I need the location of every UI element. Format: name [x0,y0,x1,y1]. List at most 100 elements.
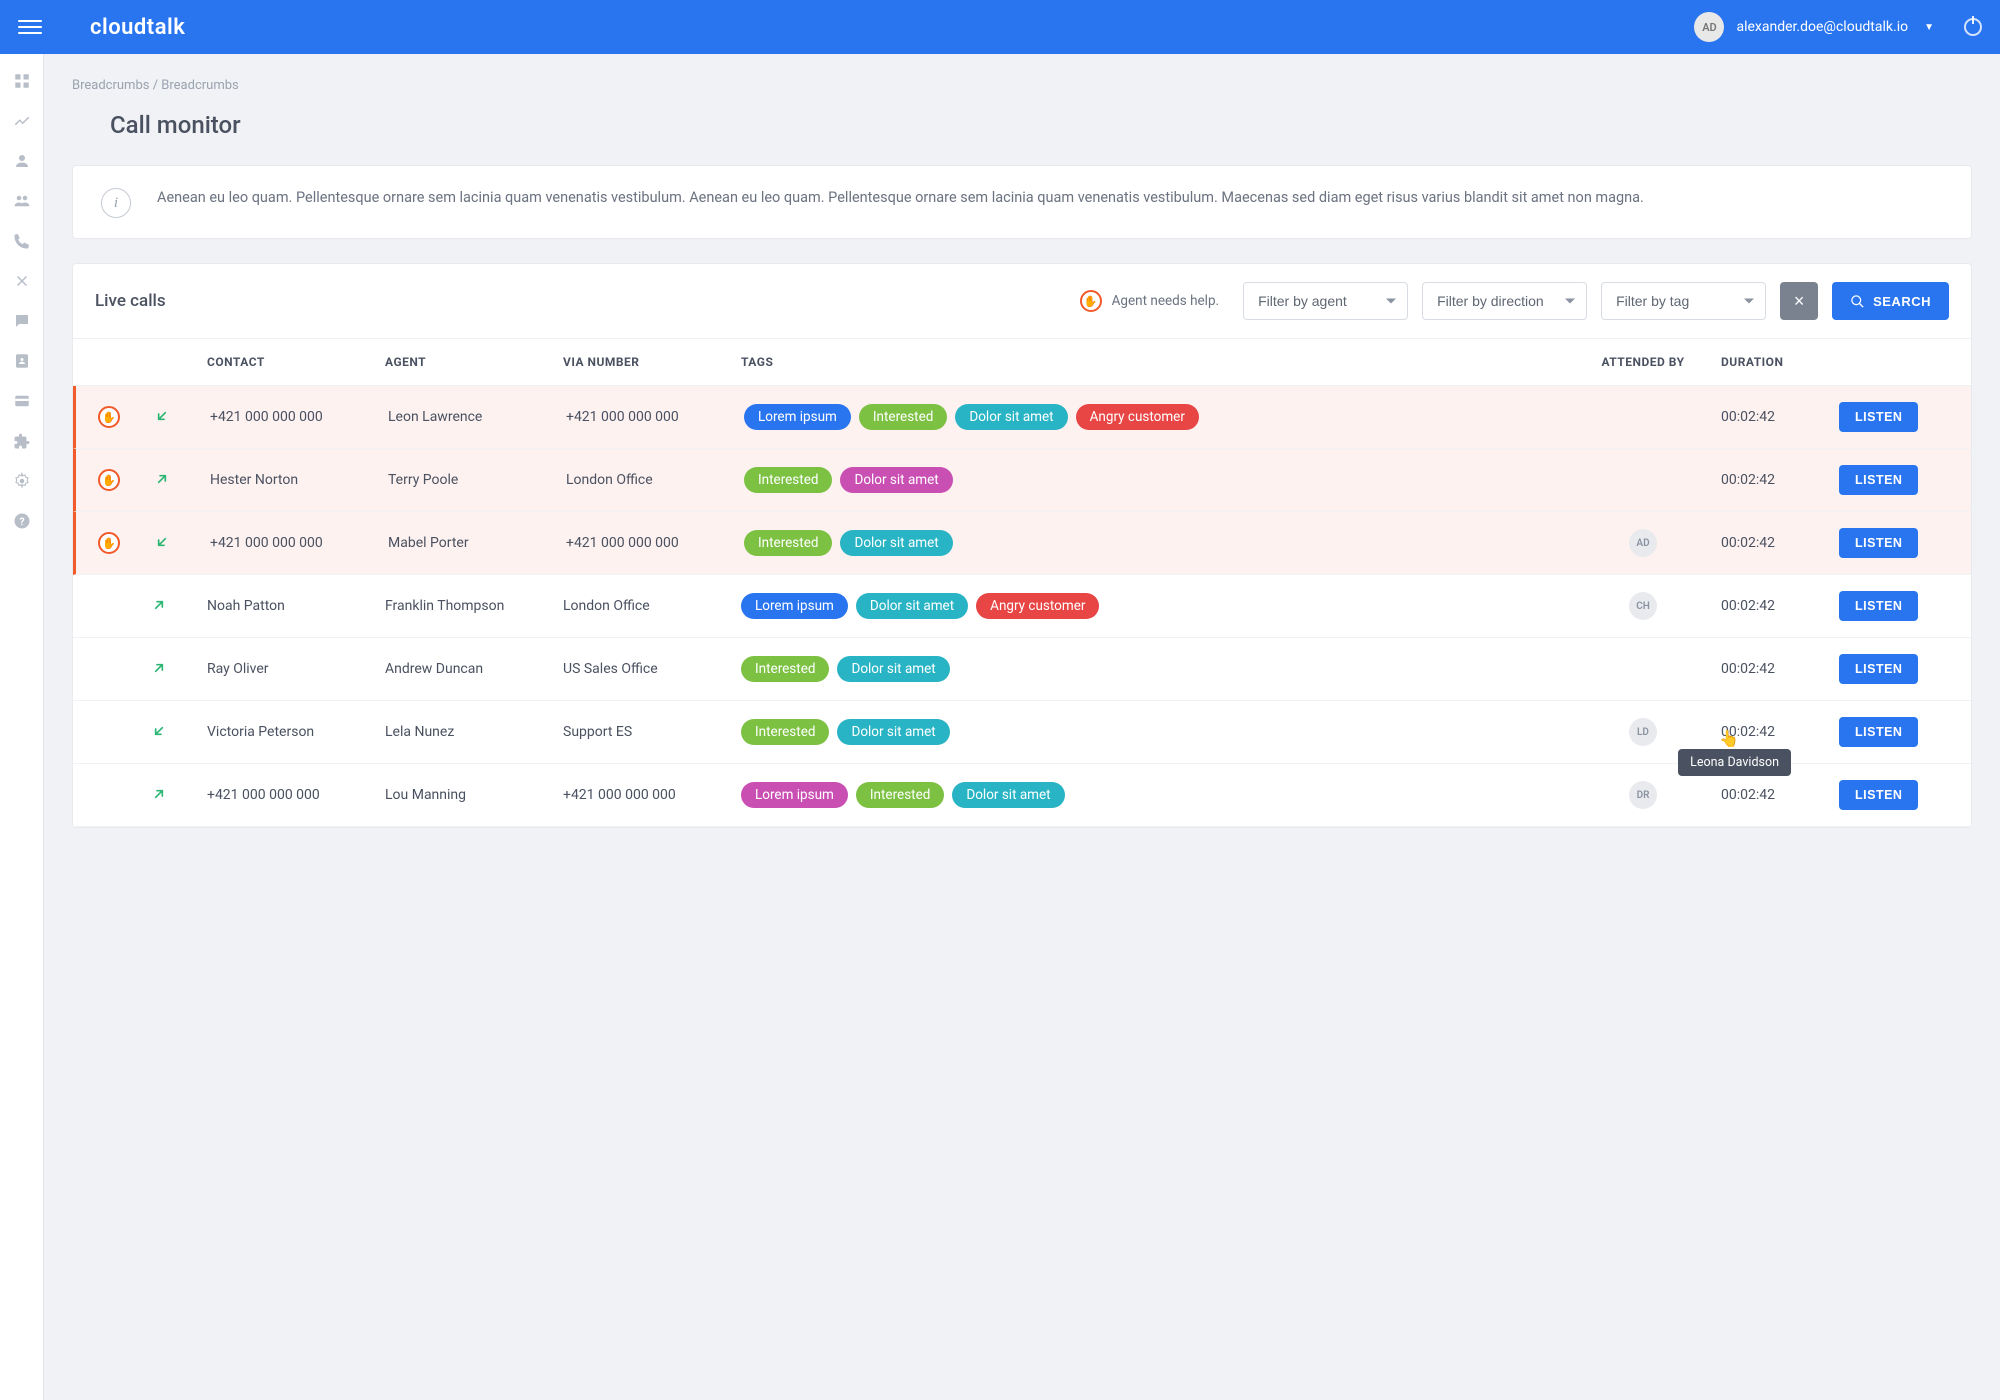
agent-cell: Terry Poole [388,472,558,488]
listen-button[interactable]: LISTEN [1839,654,1918,684]
arrow-out-icon [151,786,169,804]
tag[interactable]: Dolor sit amet [837,656,949,682]
tag[interactable]: Dolor sit amet [952,782,1064,808]
search-icon [1850,294,1865,309]
contact-cell: +421 000 000 000 [210,535,380,551]
tag[interactable]: Angry customer [1076,404,1199,430]
filter-tag-select[interactable]: Filter by tag [1601,282,1766,320]
col-contact: CONTACT [207,355,377,369]
contact-cell: Victoria Peterson [207,724,377,740]
clear-filters-button[interactable]: × [1780,282,1818,320]
agent-cell: Leon Lawrence [388,409,558,425]
arrow-out-icon [151,597,169,615]
tag[interactable]: Dolor sit amet [840,467,952,493]
via-cell: +421 000 000 000 [566,409,736,425]
arrow-in-icon [154,408,172,426]
tag[interactable]: Interested [856,782,944,808]
analytics-icon[interactable] [13,112,31,130]
svg-text:?: ? [19,515,24,528]
tooltip: Leona Davidson [1678,749,1791,776]
tag[interactable]: Interested [741,719,829,745]
tag[interactable]: Dolor sit amet [840,530,952,556]
search-button[interactable]: SEARCH [1832,282,1949,320]
alert-hand-icon [98,406,120,428]
filter-direction-select[interactable]: Filter by direction [1422,282,1587,320]
tags-cell: Interested Dolor sit amet [741,719,1565,745]
team-icon[interactable] [13,192,31,210]
listen-button[interactable]: LISTEN [1839,780,1918,810]
user-email[interactable]: alexander.doe@cloudtalk.io [1736,19,1908,35]
attended-cell: CH [1573,592,1713,620]
chat-icon[interactable] [13,312,31,330]
tags-cell: Interested Dolor sit amet [744,467,1565,493]
attended-by-avatar[interactable]: DR [1629,781,1657,809]
attended-by-avatar[interactable]: AD [1629,529,1657,557]
live-calls-panel: Live calls Agent needs help. Filter by a… [72,263,1972,828]
tag[interactable]: Angry customer [976,593,1099,619]
user-avatar[interactable]: AD [1694,12,1724,42]
attended-by-avatar[interactable]: CH [1629,592,1657,620]
duration-cell: 00:02:42 [1721,409,1831,425]
info-icon: i [101,188,131,218]
attended-cell: AD [1573,529,1713,557]
contacts-icon[interactable] [13,352,31,370]
table-row: Ray Oliver Andrew Duncan US Sales Office… [73,638,1971,701]
breadcrumb[interactable]: Breadcrumbs / Breadcrumbs [72,78,1972,93]
tag[interactable]: Dolor sit amet [955,404,1067,430]
dashboard-icon[interactable] [13,72,31,90]
contact-cell: +421 000 000 000 [210,409,380,425]
tag[interactable]: Lorem ipsum [741,782,848,808]
duration-cell: 00:02:42 [1721,724,1831,740]
help-label: Agent needs help. [1112,293,1220,309]
attended-by-avatar[interactable]: LD [1629,718,1657,746]
info-text: Aenean eu leo quam. Pellentesque ornare … [157,186,1644,211]
user-icon[interactable] [13,152,31,170]
listen-button[interactable]: LISTEN [1839,717,1918,747]
attended-cell: DR [1573,781,1713,809]
card-icon[interactable] [13,392,31,410]
table-row: Hester Norton Terry Poole London Office … [73,449,1971,512]
table-row: +421 000 000 000 Leon Lawrence +421 000 … [73,386,1971,449]
tag[interactable]: Lorem ipsum [744,404,851,430]
contact-cell: Ray Oliver [207,661,377,677]
tag[interactable]: Dolor sit amet [856,593,968,619]
contact-cell: +421 000 000 000 [207,787,377,803]
filter-agent-select[interactable]: Filter by agent [1243,282,1408,320]
tag[interactable]: Interested [859,404,947,430]
panel-title: Live calls [95,291,166,311]
brand-logo: cloudtalk [90,15,185,40]
col-agent: AGENT [385,355,555,369]
alert-hand-icon [98,532,120,554]
tools-icon[interactable] [13,272,31,290]
table-row: +421 000 000 000 Mabel Porter +421 000 0… [73,512,1971,575]
col-duration: DURATION [1721,355,1831,369]
settings-icon[interactable] [13,472,31,490]
duration-cell: 00:02:42 [1721,535,1831,551]
help-icon[interactable]: ? [13,512,31,530]
listen-button[interactable]: LISTEN [1839,465,1918,495]
logout-icon[interactable] [1964,18,1982,36]
tag[interactable]: Dolor sit amet [837,719,949,745]
via-cell: +421 000 000 000 [563,787,733,803]
tags-cell: Lorem ipsum Interested Dolor sit amet [741,782,1565,808]
attended-cell: LD [1573,718,1713,746]
listen-button[interactable]: LISTEN [1839,591,1918,621]
listen-button[interactable]: LISTEN [1839,528,1918,558]
main-content: Breadcrumbs / Breadcrumbs Call monitor i… [44,54,2000,1400]
listen-button[interactable]: LISTEN [1839,402,1918,432]
phone-icon[interactable] [13,232,31,250]
tags-cell: Lorem ipsum Interested Dolor sit amet Angry… [744,404,1565,430]
menu-toggle[interactable] [18,15,42,39]
user-menu-caret-icon[interactable]: ▼ [1924,22,1934,33]
duration-cell: 00:02:42 [1721,661,1831,677]
duration-cell: 00:02:42 [1721,472,1831,488]
contact-cell: Hester Norton [210,472,380,488]
extension-icon[interactable] [13,432,31,450]
tag[interactable]: Interested [744,467,832,493]
tags-cell: Interested Dolor sit amet [741,656,1565,682]
tag[interactable]: Interested [741,656,829,682]
tag[interactable]: Interested [744,530,832,556]
tag[interactable]: Lorem ipsum [741,593,848,619]
arrow-in-icon [151,723,169,741]
via-cell: +421 000 000 000 [566,535,736,551]
